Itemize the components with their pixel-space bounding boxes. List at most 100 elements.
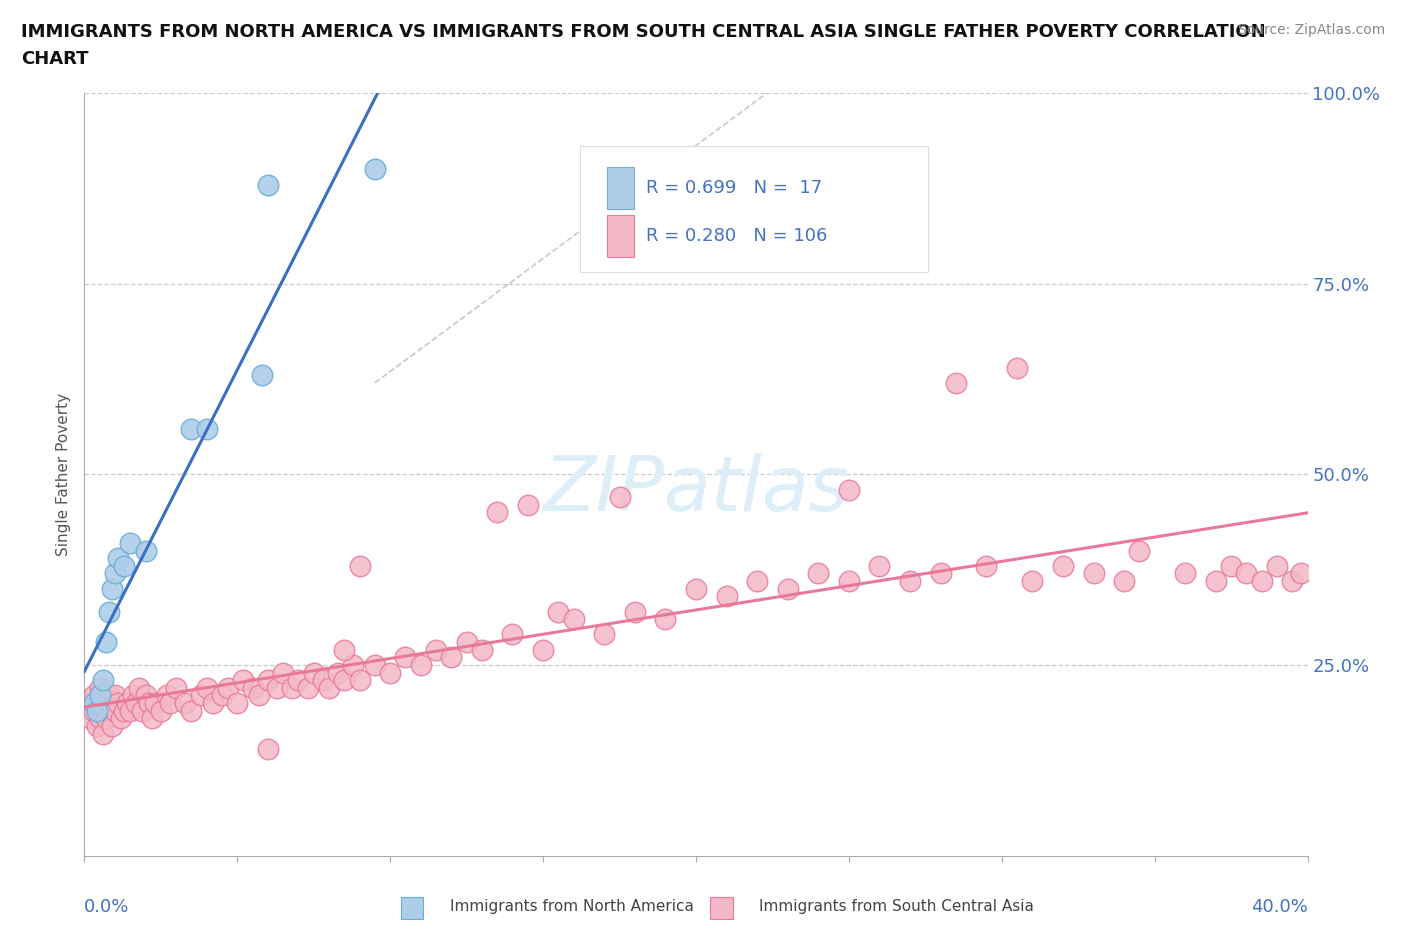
Point <box>898 574 921 589</box>
Point <box>1220 558 1243 573</box>
Point <box>486 505 509 520</box>
Point <box>120 536 142 551</box>
Point <box>149 703 172 718</box>
Point <box>654 612 676 627</box>
Point <box>1291 566 1313 581</box>
Point <box>94 711 117 725</box>
Point <box>125 696 148 711</box>
Point <box>104 688 127 703</box>
Point <box>364 162 387 177</box>
Point <box>531 643 554 658</box>
Point <box>1205 574 1227 589</box>
Point <box>97 604 120 619</box>
Point <box>141 711 163 725</box>
Text: ZIPatlas: ZIPatlas <box>543 453 849 526</box>
Point <box>83 688 105 703</box>
Text: R = 0.280   N = 106: R = 0.280 N = 106 <box>645 227 827 246</box>
Point <box>190 688 212 703</box>
Point <box>91 726 114 741</box>
Text: 0.0%: 0.0% <box>84 897 129 915</box>
Point <box>83 703 105 718</box>
Point <box>180 703 202 718</box>
Point <box>104 703 127 718</box>
Point <box>516 498 538 512</box>
Point <box>349 672 371 687</box>
Point <box>1265 558 1288 573</box>
Point <box>1236 566 1258 581</box>
Point <box>593 627 616 642</box>
Point <box>342 658 364 672</box>
Point <box>394 650 416 665</box>
Point <box>409 658 432 672</box>
Point <box>297 681 319 696</box>
Point <box>502 627 524 642</box>
Point <box>159 696 181 711</box>
Point <box>471 643 494 658</box>
Point <box>929 566 952 581</box>
Point <box>86 703 108 718</box>
Point <box>456 634 478 649</box>
Point <box>101 719 124 734</box>
Point <box>624 604 647 619</box>
Point <box>807 566 830 581</box>
Point <box>107 696 129 711</box>
Point <box>747 574 769 589</box>
Point <box>232 672 254 687</box>
Point <box>1021 574 1043 589</box>
Point <box>425 643 447 658</box>
Point <box>97 703 120 718</box>
Point <box>242 681 264 696</box>
Point <box>333 672 356 687</box>
Point <box>104 566 127 581</box>
Point <box>89 688 111 703</box>
Point <box>287 672 309 687</box>
Point <box>247 688 270 703</box>
Point <box>869 558 891 573</box>
Point <box>83 696 105 711</box>
Point <box>685 581 707 596</box>
Point <box>1114 574 1136 589</box>
Point <box>1083 566 1105 581</box>
Point <box>312 672 335 687</box>
Point <box>131 703 153 718</box>
Point <box>1250 574 1272 589</box>
Point <box>1052 558 1074 573</box>
Point <box>97 688 120 703</box>
Point <box>91 672 114 687</box>
Point <box>250 367 273 382</box>
Point <box>226 696 249 711</box>
Point <box>107 551 129 565</box>
Point <box>135 688 157 703</box>
Y-axis label: Single Father Poverty: Single Father Poverty <box>56 392 72 556</box>
Point <box>257 672 280 687</box>
Point <box>89 696 111 711</box>
Point <box>211 688 233 703</box>
Point <box>716 589 738 604</box>
Point <box>776 581 799 596</box>
Point <box>195 681 218 696</box>
Point <box>364 658 387 672</box>
Point <box>89 681 111 696</box>
Point <box>838 574 860 589</box>
Point <box>380 665 402 680</box>
Point <box>318 681 340 696</box>
Point <box>1174 566 1197 581</box>
Point <box>89 711 111 725</box>
Point <box>156 688 179 703</box>
Point <box>195 421 218 436</box>
Text: Immigrants from North America: Immigrants from North America <box>450 899 693 914</box>
Point <box>120 703 142 718</box>
Text: Immigrants from South Central Asia: Immigrants from South Central Asia <box>759 899 1035 914</box>
Point <box>165 681 187 696</box>
Point <box>1281 574 1303 589</box>
Point <box>110 711 132 725</box>
Point <box>135 543 157 558</box>
Point <box>440 650 463 665</box>
Point <box>115 696 138 711</box>
Point <box>94 634 117 649</box>
FancyBboxPatch shape <box>606 167 634 209</box>
Text: Source: ZipAtlas.com: Source: ZipAtlas.com <box>1237 23 1385 37</box>
Point <box>101 581 124 596</box>
Text: IMMIGRANTS FROM NORTH AMERICA VS IMMIGRANTS FROM SOUTH CENTRAL ASIA SINGLE FATHE: IMMIGRANTS FROM NORTH AMERICA VS IMMIGRA… <box>21 23 1265 68</box>
Point <box>174 696 197 711</box>
